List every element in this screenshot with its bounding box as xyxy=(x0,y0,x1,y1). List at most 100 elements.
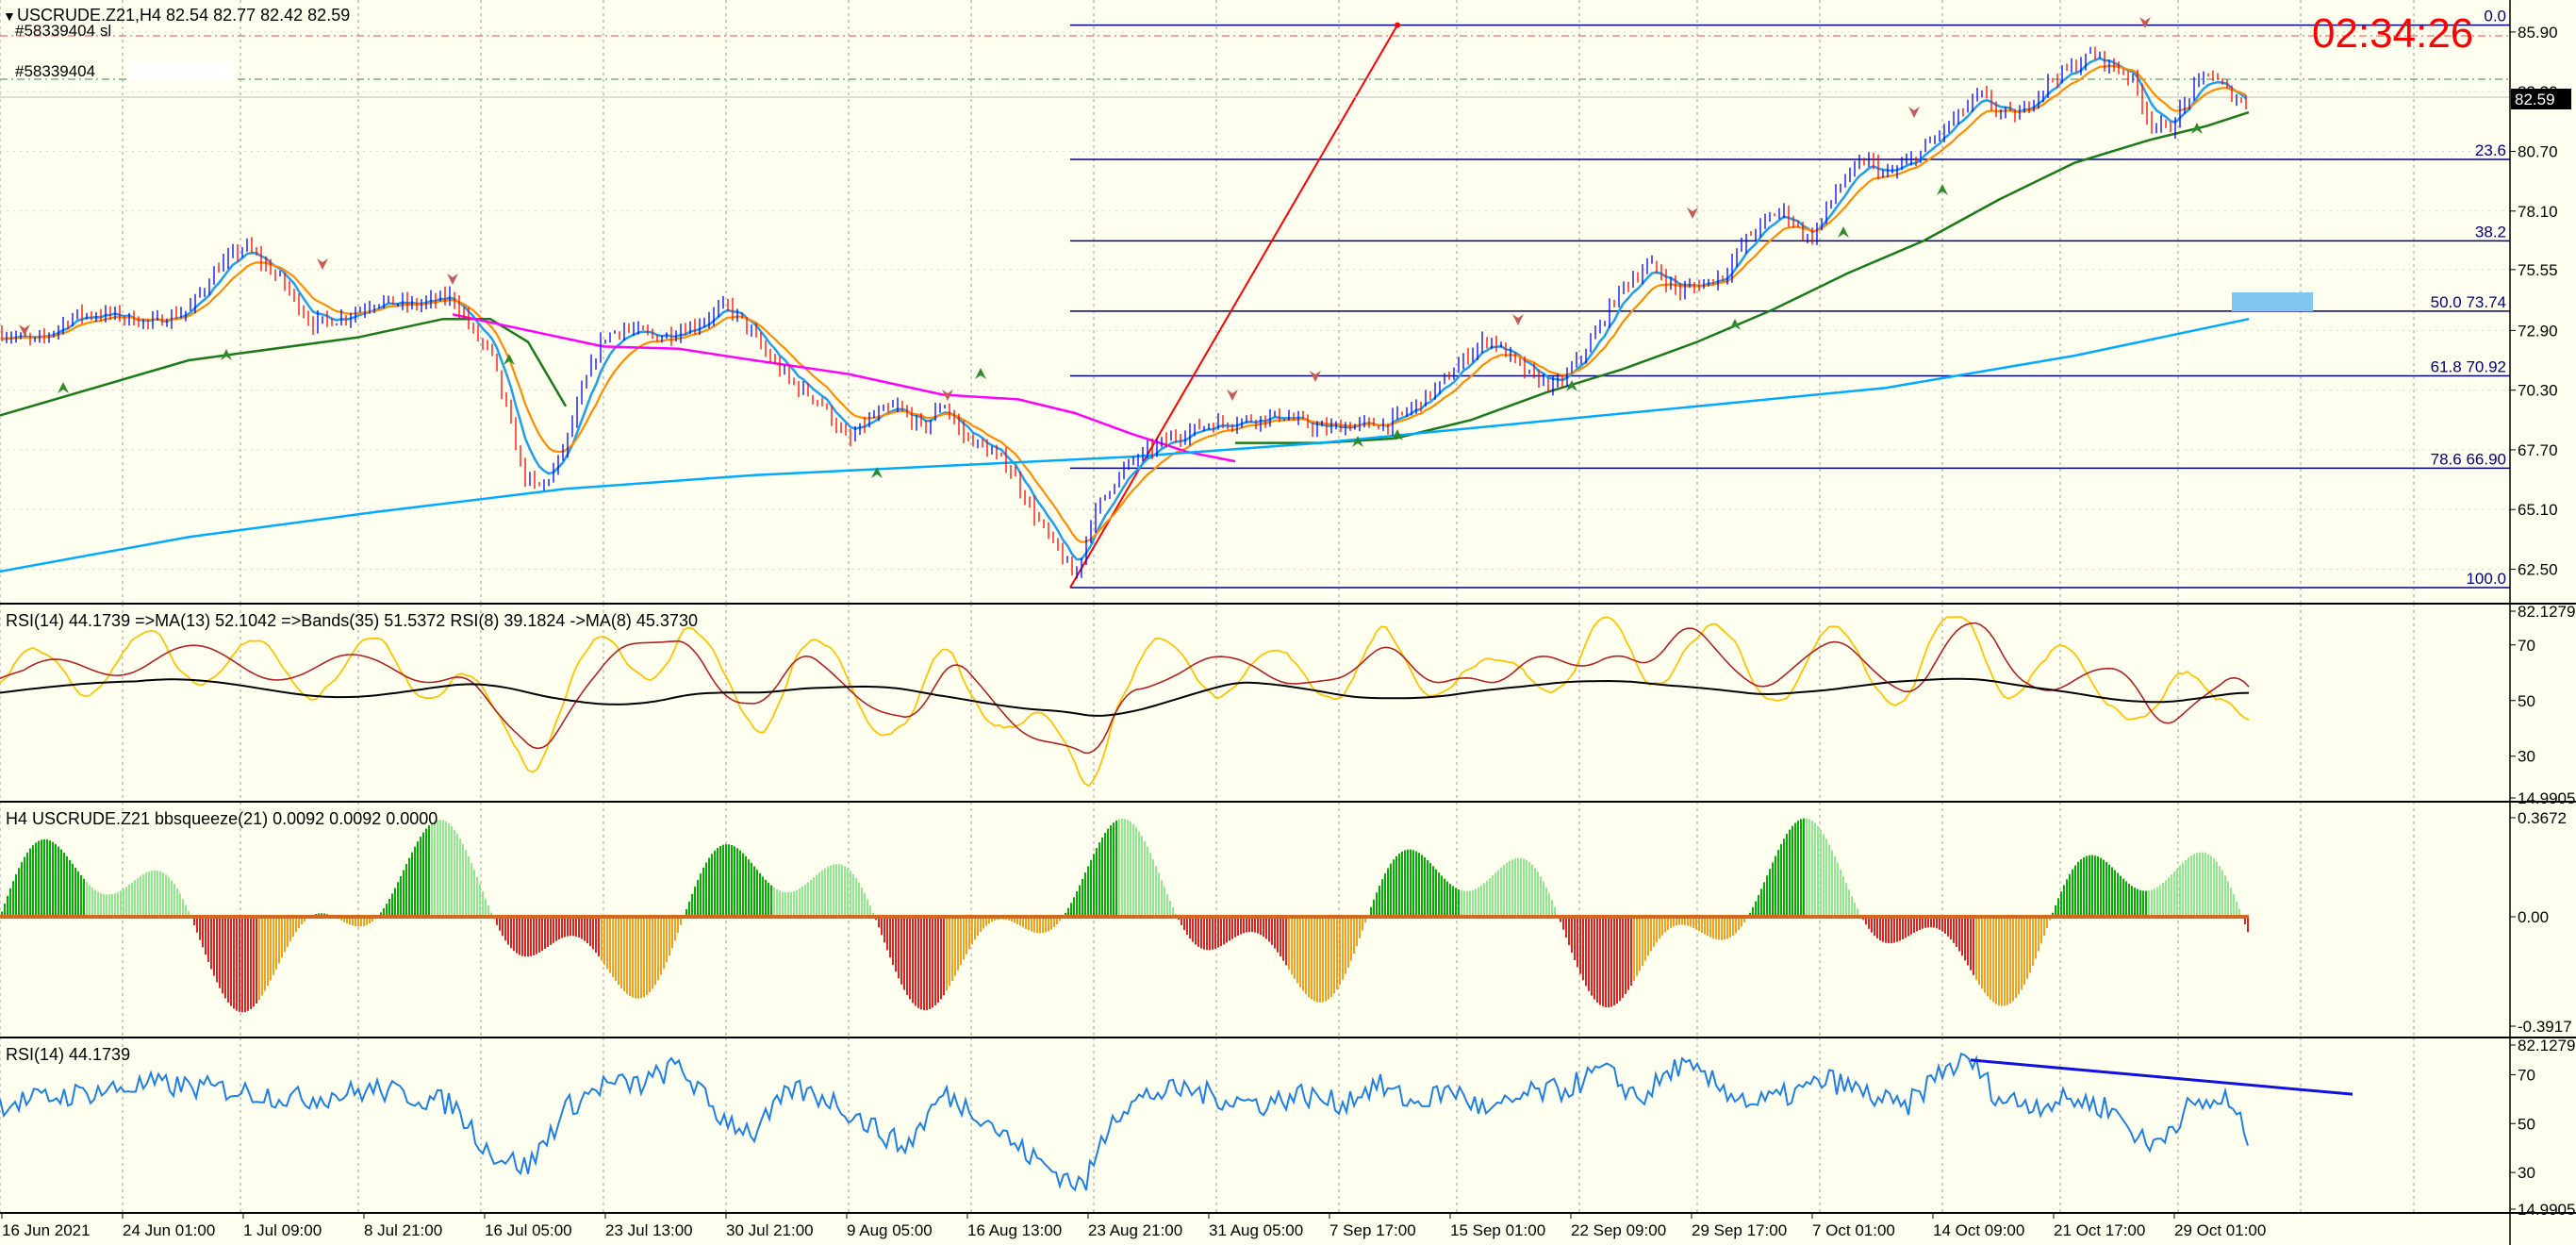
axis-tick-label: 50 xyxy=(2518,692,2535,710)
time-tick-label: 7 Sep 17:00 xyxy=(1329,1221,1416,1239)
sell-arrow-icon xyxy=(1310,371,1321,382)
buy-arrow-icon xyxy=(1566,380,1577,391)
axis-tick-label: 14.9905 xyxy=(2518,789,2575,807)
time-tick-label: 29 Oct 01:00 xyxy=(2174,1221,2266,1239)
chart-symbol-header: USCRUDE.Z21,H4 82.54 82.77 82.42 82.59 xyxy=(17,6,350,25)
squeeze-axis: 0.3672 0.00 -0.3917 xyxy=(2510,809,2572,1036)
price-tick-label: 65.10 xyxy=(2518,501,2558,519)
fib-level-label: 23.6 xyxy=(2475,141,2506,159)
axis-tick-label: 70 xyxy=(2518,637,2535,655)
time-tick-label: 21 Oct 17:00 xyxy=(2054,1221,2145,1239)
ma-mid-line xyxy=(1,64,2247,544)
rsi-panel-title: RSI(14) 44.1739 =>MA(13) 52.1042 =>Bands… xyxy=(6,611,698,630)
rsi-axis: 82.1279 70 50 30 14.9905 xyxy=(2510,603,2575,807)
rsi-trend-line xyxy=(1970,1058,2353,1096)
buy-arrow-icon xyxy=(58,382,69,393)
axis-tick-label: 0.00 xyxy=(2518,908,2549,926)
ma-long-line xyxy=(0,317,2250,573)
rsi2-panel-title: RSI(14) 44.1739 xyxy=(6,1045,130,1064)
fib-level-label: 38.2 xyxy=(2475,223,2506,241)
fib-level-label: 50.0 73.74 xyxy=(2431,293,2506,311)
ma-slow-green-line xyxy=(0,317,568,417)
sell-arrow-icon xyxy=(1687,208,1698,219)
squeeze-panel-title: H4 USCRUDE.Z21 bbsqueeze(21) 0.0092 0.00… xyxy=(6,809,438,828)
candle-series xyxy=(1,46,2247,579)
price-tick-label: 72.90 xyxy=(2518,322,2558,340)
buy-arrow-icon xyxy=(1937,184,1948,195)
order-sl-label: #58339404 sl xyxy=(15,22,111,40)
time-tick-label: 23 Jul 13:00 xyxy=(605,1221,693,1239)
rsi-line xyxy=(0,1052,2353,1192)
price-tick-label: 75.55 xyxy=(2518,261,2558,279)
buy-arrow-icon xyxy=(1352,436,1363,447)
masked-order-info xyxy=(130,62,234,81)
sell-arrow-icon xyxy=(1227,390,1238,401)
fib-level-label: 78.6 66.90 xyxy=(2431,450,2506,468)
current-price-label: 82.59 xyxy=(2515,91,2555,108)
time-tick-label: 7 Oct 01:00 xyxy=(1812,1221,1895,1239)
sell-arrow-icon xyxy=(1512,314,1524,325)
time-tick-label: 29 Sep 17:00 xyxy=(1692,1221,1787,1239)
buy-arrow-icon xyxy=(1392,429,1403,440)
buy-arrow-icon xyxy=(1729,319,1741,330)
time-tick-label: 31 Aug 05:00 xyxy=(1209,1221,1303,1239)
axis-tick-label: -0.3917 xyxy=(2518,1018,2572,1036)
rsi-bands-line xyxy=(0,677,2250,717)
time-tick-label: 30 Jul 21:00 xyxy=(726,1221,814,1239)
fib-level-label: 0.0 xyxy=(2484,8,2506,25)
rsi-indicator-lines xyxy=(0,616,2250,788)
axis-tick-label: 30 xyxy=(2518,748,2535,766)
price-tick-label: 62.50 xyxy=(2518,560,2558,578)
time-tick-label: 9 Aug 05:00 xyxy=(847,1221,933,1239)
time-tick-label: 16 Jul 05:00 xyxy=(485,1221,572,1239)
axis-tick-label: 14.9905 xyxy=(2518,1201,2575,1219)
fib-trend-line xyxy=(1069,25,1398,589)
buy-arrow-icon xyxy=(871,467,883,478)
time-tick-label: 16 Aug 13:00 xyxy=(967,1221,1062,1239)
time-tick-label: 22 Sep 09:00 xyxy=(1571,1221,1666,1239)
rsi2-axis: 82.1279 70 50 30 14.9905 xyxy=(2510,1037,2575,1219)
time-tick-label: 8 Jul 21:00 xyxy=(364,1221,442,1239)
sell-arrow-icon xyxy=(942,390,953,401)
axis-tick-label: 30 xyxy=(2518,1164,2535,1182)
time-tick-label: 16 Jun 2021 xyxy=(2,1221,91,1239)
time-tick-label: 14 Oct 09:00 xyxy=(1933,1221,2024,1239)
sell-arrow-icon xyxy=(19,324,30,336)
price-tick-label: 80.70 xyxy=(2518,142,2558,160)
axis-tick-label: 70 xyxy=(2518,1066,2535,1084)
dropdown-triangle-icon[interactable]: ▼ xyxy=(3,8,16,24)
time-tick-label: 1 Jul 09:00 xyxy=(243,1221,322,1239)
buy-arrow-icon xyxy=(1838,226,1849,238)
countdown-timer: 02:34:26 xyxy=(2312,10,2473,57)
axis-tick-label: 0.3672 xyxy=(2518,809,2567,827)
fib-level-label: 61.8 70.92 xyxy=(2431,358,2506,376)
price-tick-label: 85.90 xyxy=(2518,24,2558,42)
price-tick-label: 67.70 xyxy=(2518,441,2558,459)
buy-arrow-icon xyxy=(221,349,232,360)
zone-rectangle xyxy=(2232,292,2313,311)
order-label: #58339404 xyxy=(15,62,95,80)
rsi-ma8-line xyxy=(0,622,2250,755)
time-tick-label: 15 Sep 01:00 xyxy=(1450,1221,1545,1239)
squeeze-histogram xyxy=(0,818,2249,1013)
time-tick-label: 23 Aug 21:00 xyxy=(1088,1221,1182,1239)
time-axis: 16 Jun 2021 24 Jun 01:00 1 Jul 09:00 8 Jul … xyxy=(1,1213,2266,1239)
sell-arrow-icon xyxy=(447,274,458,285)
buy-arrow-icon xyxy=(975,368,986,379)
axis-tick-label: 82.1279 xyxy=(2518,603,2575,621)
current-price-tag xyxy=(2511,89,2571,109)
price-tick-label: 78.10 xyxy=(2518,203,2558,221)
axis-tick-label: 50 xyxy=(2518,1115,2535,1133)
sell-arrow-icon xyxy=(2139,17,2151,28)
buy-arrow-icon xyxy=(504,354,515,365)
sell-arrow-icon xyxy=(317,258,328,270)
time-tick-label: 24 Jun 01:00 xyxy=(123,1221,215,1239)
price-tick-label: 70.30 xyxy=(2518,382,2558,400)
rsi14-line xyxy=(0,1052,2249,1192)
axis-tick-label: 82.1279 xyxy=(2518,1037,2575,1054)
fib-level-label: 100.0 xyxy=(2466,570,2506,588)
ma-pink-line xyxy=(452,313,1236,463)
buy-arrow-icon xyxy=(2191,123,2203,134)
